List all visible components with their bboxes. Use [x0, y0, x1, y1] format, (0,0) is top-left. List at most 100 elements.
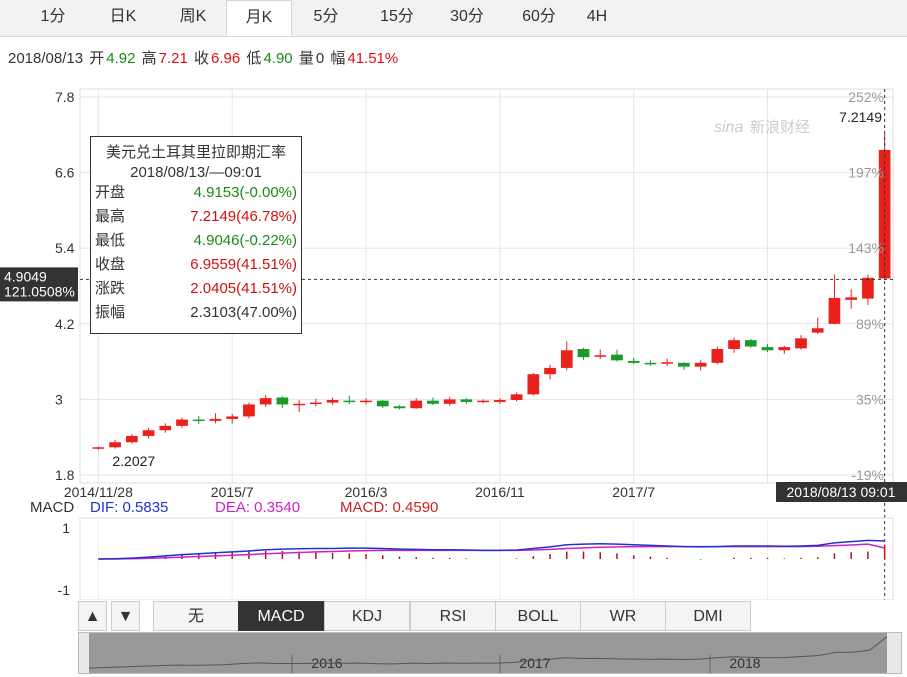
tab-5[interactable]: 15分 — [380, 8, 414, 25]
pct-tick-label: 252% — [848, 89, 884, 105]
x-tick-label: 2016/3 — [345, 484, 388, 500]
macd-dif-label: DIF: 0.5835 — [90, 499, 168, 516]
watermark-text: 新浪财经 — [750, 119, 810, 136]
candle-body[interactable] — [243, 404, 255, 417]
candle-body[interactable] — [360, 400, 372, 403]
candle-body[interactable] — [176, 419, 188, 426]
candle-body[interactable] — [125, 435, 138, 443]
candle-body[interactable] — [376, 400, 389, 407]
indicator-button-2[interactable]: KDJ — [324, 601, 410, 631]
candle-body[interactable] — [510, 394, 523, 401]
tab-6[interactable]: 30分 — [450, 8, 484, 25]
candle-body[interactable] — [845, 297, 858, 300]
candle-body[interactable] — [828, 297, 841, 324]
scroll-down-button[interactable]: ▼ — [111, 601, 140, 631]
tab-8[interactable]: 4H — [586, 8, 608, 25]
navigator-window[interactable] — [89, 633, 887, 673]
y-tick-label: 6.6 — [55, 165, 75, 181]
tab-4[interactable]: 5分 — [313, 8, 339, 25]
macd-title: MACD — [30, 499, 74, 516]
candle-body[interactable] — [109, 442, 121, 448]
candle-body[interactable] — [410, 400, 423, 409]
macd-dea-label: DEA: 0.3540 — [215, 499, 300, 516]
indicator-button-3[interactable]: RSI — [410, 601, 496, 631]
y-tick-label: 7.8 — [55, 89, 75, 105]
scroll-up-button[interactable]: ▲ — [78, 601, 107, 631]
candle-body[interactable] — [611, 354, 623, 361]
candle-body[interactable] — [326, 400, 339, 403]
candle-body[interactable] — [627, 360, 640, 363]
candle-body[interactable] — [795, 338, 807, 349]
candle-body[interactable] — [494, 400, 506, 402]
tooltip-row: 振幅 2.3103(47.00%) — [91, 301, 301, 325]
x-tick-label: 2014/11/28 — [64, 484, 133, 500]
candle-body[interactable] — [527, 374, 540, 395]
candle-body[interactable] — [159, 425, 172, 431]
candle-body[interactable] — [443, 399, 456, 404]
info-vol: 0 — [315, 50, 325, 67]
candle-body[interactable] — [761, 347, 774, 351]
candle-body[interactable] — [259, 398, 272, 405]
info-close: 6.96 — [211, 50, 241, 67]
candle-body[interactable] — [544, 367, 556, 375]
candle-body[interactable] — [477, 400, 489, 403]
crosshair-price: 4.9049 — [4, 268, 47, 284]
pct-tick-label: 143% — [848, 240, 884, 256]
tab-2[interactable]: 周K — [179, 8, 207, 25]
tab-7[interactable]: 60分 — [522, 8, 556, 25]
watermark-logo: sina — [714, 119, 743, 136]
crosshair-pct: 121.0508% — [4, 283, 75, 299]
candle-body[interactable] — [560, 350, 573, 368]
candle-body[interactable] — [192, 419, 205, 422]
candle-body[interactable] — [744, 340, 757, 347]
time-navigator[interactable]: 2016 2017 2018 — [78, 632, 902, 674]
candle-body[interactable] — [427, 400, 439, 404]
candle-body[interactable] — [862, 277, 874, 299]
candle-body[interactable] — [92, 447, 105, 449]
candle-body[interactable] — [309, 402, 322, 405]
info-open-label: 开 — [89, 50, 105, 67]
tab-3[interactable]: 月K — [226, 0, 292, 36]
candle-body[interactable] — [594, 355, 607, 357]
indicator-button-6[interactable]: DMI — [665, 601, 751, 631]
candle-body[interactable] — [778, 347, 791, 351]
candle-body[interactable] — [460, 399, 473, 402]
candle-body[interactable] — [293, 403, 305, 406]
candle-body[interactable] — [276, 397, 289, 405]
crosshair-time: 2018/08/13 09:01 — [787, 484, 896, 500]
pct-tick-label: 35% — [856, 391, 884, 407]
candle-body[interactable] — [577, 349, 590, 358]
crosshair-y-box — [0, 267, 78, 302]
indicator-button-1[interactable]: MACD — [238, 601, 324, 631]
x-tick-label: 2015/7 — [211, 484, 254, 500]
candlestick-chart[interactable]: 7.86.65.44.231.8252%197%143%89%35%-19%20… — [0, 0, 907, 600]
candle-body[interactable] — [226, 416, 239, 419]
candle-body[interactable] — [661, 362, 674, 364]
indicator-button-4[interactable]: BOLL — [495, 601, 581, 631]
candle-body[interactable] — [209, 418, 222, 421]
macd-value-label: MACD: 0.4590 — [340, 499, 438, 516]
indicator-bar: ▲ ▼ 无 MACD KDJ RSI BOLL WR DMI — [78, 601, 907, 631]
tab-0[interactable]: 1分 — [40, 8, 66, 25]
candle-body[interactable] — [678, 362, 690, 367]
candle-body[interactable] — [878, 149, 891, 279]
info-high-label: 高 — [141, 50, 157, 67]
candle-body[interactable] — [393, 406, 406, 409]
candle-body[interactable] — [694, 362, 707, 367]
candle-body[interactable] — [728, 340, 740, 349]
indicator-button-0[interactable]: 无 — [153, 601, 239, 631]
info-date: 2018/08/13 — [8, 50, 84, 67]
tab-1[interactable]: 日K — [109, 8, 137, 25]
tooltip-row-label: 涨跌 — [95, 280, 126, 297]
indicator-button-5[interactable]: WR — [580, 601, 666, 631]
candle-body[interactable] — [711, 349, 724, 363]
tooltip-row-value: 4.9046(-0.22%) — [193, 232, 297, 249]
candle-body[interactable] — [644, 362, 657, 365]
y-tick-label: 5.4 — [55, 240, 75, 256]
info-low-label: 低 — [246, 50, 262, 67]
candle-body[interactable] — [343, 400, 356, 403]
candle-body[interactable] — [811, 328, 824, 333]
tooltip-time: 2018/08/13/—09:01 — [130, 164, 262, 181]
candle-body[interactable] — [142, 430, 155, 436]
x-tick-label: 2016/11 — [475, 484, 525, 500]
